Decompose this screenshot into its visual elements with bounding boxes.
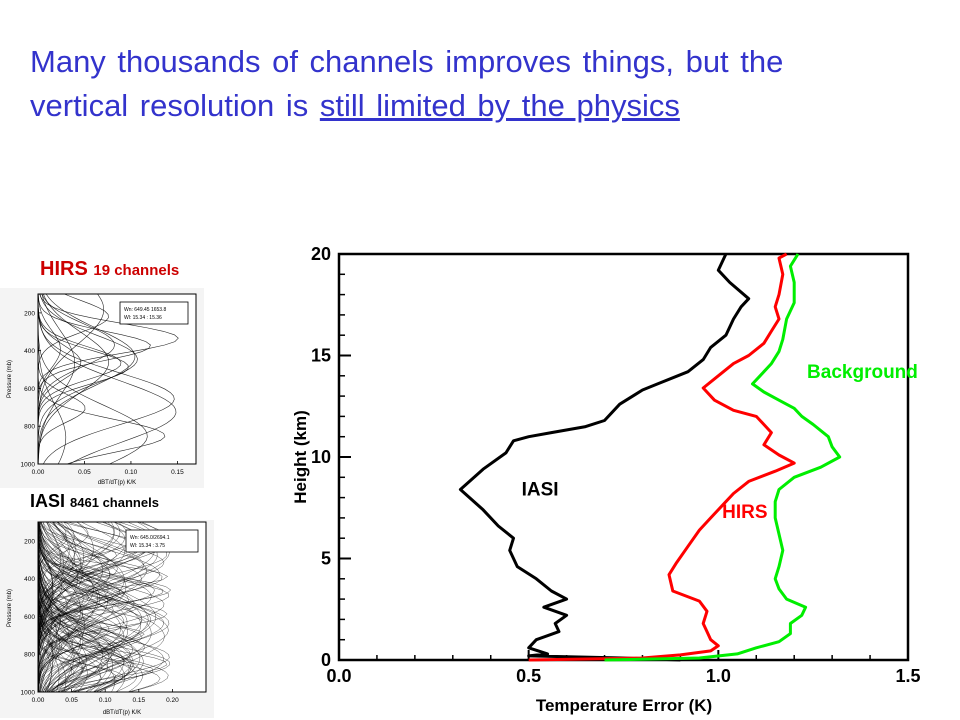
iasi-weighting-curve — [38, 521, 142, 693]
hirs-panel-label: HIRS 19 channels — [40, 258, 179, 281]
iasi-curves — [37, 521, 172, 693]
iasi-weighting-curve — [38, 521, 152, 693]
hirs-x-axis-label: dBT/dT(p) K/K — [98, 480, 136, 486]
iasi-x-tick-label: 0.20 — [166, 697, 179, 704]
title-line-2-underlined: still limited by the physics — [319, 88, 680, 123]
y-tick-label: 15 — [311, 346, 331, 366]
iasi-legend-line-1: Wn: 645.0/2694.1 — [130, 535, 170, 541]
x-tick-label: 0.0 — [326, 666, 351, 686]
iasi-y-tick-label: 400 — [24, 576, 35, 583]
iasi-y-tick-label: 200 — [24, 538, 35, 545]
hirs-weighting-curve — [37, 294, 177, 465]
x-tick-label: 1.5 — [895, 666, 920, 686]
main-annotations: IASI HIRS Background — [522, 362, 918, 523]
hirs-curves — [37, 293, 179, 465]
y-tick-label: 20 — [311, 244, 331, 264]
iasi-legend-line-2: Wl: 15.34 : 3.75 — [130, 543, 165, 549]
iasi-weighting-curve — [39, 521, 157, 693]
y-tick-label: 0 — [321, 650, 331, 670]
annotation-background: Background — [807, 362, 918, 383]
title-line-1: Many thousands of channels improves thin… — [30, 44, 784, 79]
hirs-x-tick-label: 0.10 — [125, 469, 138, 476]
iasi-x-axis: 0.00 0.05 0.10 0.15 0.20 — [32, 689, 179, 704]
iasi-label-sub: 8461 channels — [70, 495, 159, 510]
hirs-y-tick-label: 400 — [24, 348, 35, 355]
iasi-weighting-functions-plot: Wn: 645.0/2694.1 Wl: 15.34 : 3.75 0.00 0.… — [0, 520, 214, 718]
y-tick-label: 10 — [311, 447, 331, 467]
iasi-x-axis-label: dBT/dT(p) K/K — [103, 710, 141, 716]
iasi-y-axis-label: Pressure (mb) — [7, 589, 13, 627]
title-line-2: vertical resolution is — [30, 88, 320, 123]
series-line-hirs — [528, 252, 796, 662]
hirs-legend-line-1: Wn: 649.45 1653.8 — [124, 307, 166, 313]
iasi-weighting-curve — [38, 521, 125, 693]
x-tick-label: 0.5 — [516, 666, 541, 686]
hirs-weighting-curve — [37, 294, 82, 464]
hirs-label-main: HIRS — [40, 258, 88, 280]
iasi-label-main: IASI — [30, 491, 66, 511]
iasi-weighting-curve — [37, 521, 78, 693]
iasi-weighting-curve — [38, 521, 128, 693]
hirs-weighting-curve — [38, 293, 76, 465]
iasi-y-tick-label: 1000 — [21, 690, 36, 697]
iasi-weighting-curve — [37, 522, 65, 692]
iasi-x-tick-label: 0.15 — [132, 697, 145, 704]
hirs-x-tick-label: 0.15 — [171, 469, 184, 476]
hirs-y-tick-label: 200 — [24, 310, 35, 317]
hirs-label-sub: 19 channels — [93, 262, 180, 279]
iasi-weighting-curve — [39, 521, 81, 693]
hirs-y-axis-label: Pressure (mb) — [7, 360, 13, 398]
iasi-weighting-curve — [38, 521, 85, 693]
main-series — [458, 252, 842, 662]
iasi-weighting-curve — [37, 522, 126, 693]
hirs-y-tick-label: 1000 — [21, 462, 36, 469]
hirs-y-tick-label: 600 — [24, 386, 35, 393]
hirs-x-tick-label: 0.05 — [78, 469, 91, 476]
iasi-x-tick-label: 0.10 — [99, 697, 112, 704]
hirs-legend-line-2: Wl: 15.34 : 15.36 — [124, 315, 162, 321]
iasi-weighting-curve — [39, 521, 149, 693]
hirs-x-axis: 0.00 0.05 0.10 0.15 — [32, 461, 184, 476]
iasi-x-tick-label: 0.05 — [65, 697, 78, 704]
iasi-weighting-curve — [37, 522, 103, 693]
iasi-legend-box — [125, 529, 199, 553]
iasi-weighting-curve — [38, 521, 142, 693]
y-tick-label: 5 — [321, 549, 331, 569]
slide-title: Many thousands of channels improves thin… — [30, 40, 930, 128]
x-tick-label: 1.0 — [706, 666, 731, 686]
iasi-weighting-curve — [38, 521, 122, 693]
iasi-y-tick-label: 600 — [24, 614, 35, 621]
iasi-y-axis: 200 400 600 800 1000 — [21, 538, 41, 697]
hirs-weighting-functions-plot: Wn: 649.45 1653.8 Wl: 15.34 : 15.36 0.00… — [0, 288, 204, 488]
series-line-iasi — [458, 253, 751, 662]
iasi-panel-label: IASI 8461 channels — [30, 491, 159, 512]
main-y-axis-label: Height (km) — [291, 410, 310, 504]
hirs-weighting-curve — [37, 293, 136, 464]
annotation-hirs: HIRS — [722, 502, 767, 523]
iasi-weighting-curve — [37, 521, 83, 693]
series-line-background — [604, 253, 842, 662]
annotation-iasi: IASI — [522, 480, 559, 501]
hirs-weighting-curve — [37, 293, 110, 465]
iasi-weighting-curve — [39, 521, 108, 693]
hirs-x-tick-label: 0.00 — [32, 469, 45, 476]
iasi-y-tick-label: 800 — [24, 652, 35, 659]
hirs-legend-box — [119, 301, 189, 325]
main-x-axis-label: Temperature Error (K) — [536, 696, 712, 715]
hirs-weighting-curve — [37, 294, 148, 465]
hirs-y-axis: 200 400 600 800 1000 — [21, 310, 41, 469]
iasi-x-tick-label: 0.00 — [32, 697, 45, 704]
hirs-y-tick-label: 800 — [24, 424, 35, 431]
